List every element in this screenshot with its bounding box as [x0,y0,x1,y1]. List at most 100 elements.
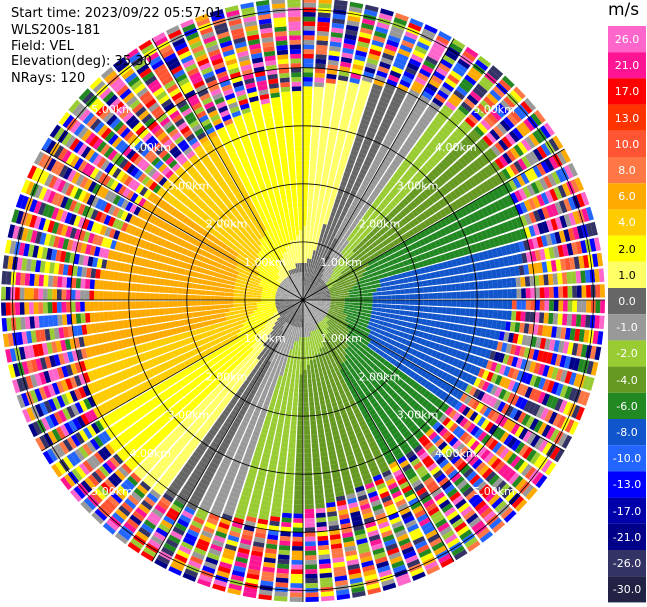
velocity-gate [371,241,378,248]
velocity-gate [311,438,319,444]
velocity-gate [352,247,358,253]
velocity-gate [395,135,406,144]
velocity-gate [303,21,316,27]
velocity-gate [543,175,553,189]
velocity-gate [318,286,323,290]
velocity-gate [342,264,348,270]
velocity-gate [304,258,307,263]
velocity-gate [322,258,326,264]
velocity-gate [358,36,371,44]
velocity-gate [385,134,395,143]
velocity-gate [326,255,331,261]
velocity-gate [336,281,342,285]
velocity-gate [437,162,447,172]
velocity-gate [305,286,308,292]
velocity-gate [481,218,489,229]
velocity-gate [303,221,307,226]
velocity-gate [412,106,423,116]
velocity-gate [377,295,382,300]
velocity-gate [280,447,288,453]
velocity-gate [311,142,319,148]
velocity-gate [395,304,401,310]
velocity-gate [513,107,526,120]
velocity-gate [377,303,382,308]
velocity-gate [286,466,295,472]
velocity-gate [315,255,320,261]
velocity-gate [303,160,310,166]
velocity-gate [309,273,312,278]
velocity-gate [282,512,292,519]
velocity-gate [298,392,303,398]
velocity-gate [345,95,356,103]
velocity-gate [379,253,386,260]
velocity-gate [342,227,348,234]
velocity-gate [399,209,407,218]
velocity-gate [361,22,375,31]
velocity-gate [494,142,505,154]
velocity-gate [409,149,419,159]
velocity-gate [333,202,339,209]
velocity-gate [315,271,319,276]
velocity-gate [433,300,438,306]
velocity-gate [286,405,292,411]
velocity-gate [320,133,328,140]
velocity-gate [381,304,387,308]
velocity-gate [488,309,494,319]
velocity-gate [310,151,318,157]
velocity-gate [304,291,306,296]
velocity-gate [356,156,365,164]
velocity-gate [532,196,541,209]
velocity-gate [303,327,305,333]
velocity-gate [396,221,404,229]
velocity-gate [346,20,360,27]
velocity-gate [492,85,505,98]
velocity-gate [416,120,428,130]
velocity-gate [427,51,441,62]
velocity-gate [394,314,400,320]
velocity-gate [335,239,341,246]
velocity-gate [314,77,325,83]
velocity-gate [304,434,311,440]
velocity-gate [375,238,382,245]
velocity-gate [387,191,396,200]
velocity-gate [310,429,318,435]
velocity-gate [380,57,393,65]
velocity-gate [330,211,336,218]
velocity-gate [384,113,395,122]
velocity-gate [398,131,408,140]
velocity-gate [414,124,425,134]
velocity-gate [303,258,305,263]
velocity-gate [306,293,311,297]
velocity-gate [483,166,493,177]
velocity-gate [439,144,450,155]
velocity-gate [379,191,387,199]
velocity-gate [317,12,331,18]
velocity-gate [387,260,394,266]
velocity-gate [315,282,320,287]
velocity-gate [288,443,296,449]
velocity-gate [298,388,303,393]
velocity-gate [450,93,463,104]
velocity-gate [314,184,321,190]
velocity-gate [444,77,457,89]
velocity-gate [316,284,321,289]
velocity-gate [304,513,315,519]
velocity-gate [393,92,405,101]
velocity-gate [524,276,531,287]
velocity-gate [355,244,362,250]
velocity-gate [516,124,528,137]
velocity-gate [289,434,296,440]
velocity-gate [329,130,338,137]
velocity-gate [446,292,452,299]
velocity-gate [353,256,359,262]
velocity-gate [460,182,470,193]
velocity-gate [318,287,323,291]
velocity-gate [306,282,309,287]
velocity-gate [475,59,489,71]
velocity-gate [543,312,549,324]
velocity-gate [303,114,312,119]
velocity-gate [328,216,334,222]
velocity-gate [321,282,326,287]
velocity-gate [501,310,508,320]
velocity-gate [276,572,289,579]
